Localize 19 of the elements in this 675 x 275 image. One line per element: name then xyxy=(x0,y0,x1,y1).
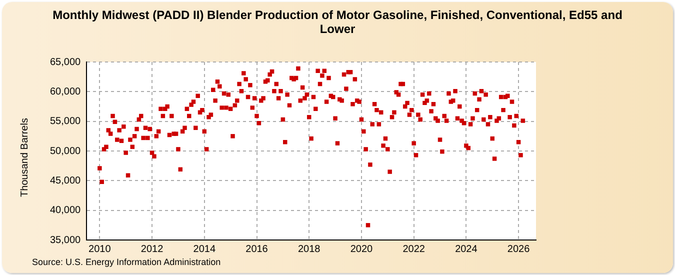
x-tick-label: 2020 xyxy=(350,244,374,255)
x-tick-label: 2018 xyxy=(298,244,321,255)
chart-title: Monthly Midwest (PADD II) Blender Production of Motor Gasoline, Finished, Conventional, Ed55 and Lower xyxy=(52,8,624,36)
y-axis-title: Thousand Barrels xyxy=(20,117,30,199)
y-tick-label: 65,000 xyxy=(50,56,82,68)
x-tick-label: 2014 xyxy=(193,244,216,255)
x-tick-label: 2026 xyxy=(507,244,530,255)
y-tick-label: 35,000 xyxy=(50,234,82,246)
x-tick-label: 2010 xyxy=(88,244,112,255)
y-tick-label: 50,000 xyxy=(50,146,82,157)
source-note: Source: U.S. Energy Information Administration xyxy=(32,257,221,267)
y-tick-label: 55,000 xyxy=(50,116,82,128)
x-tick-label: 2022 xyxy=(402,244,426,255)
x-tick-label: 2016 xyxy=(246,244,268,255)
y-tick-label: 40,000 xyxy=(50,205,82,216)
x-tick-label: 2024 xyxy=(455,244,478,255)
y-tick-label: 60,000 xyxy=(50,86,82,98)
x-tick-label: 2012 xyxy=(140,244,164,255)
y-tick-label: 45,000 xyxy=(50,175,82,186)
